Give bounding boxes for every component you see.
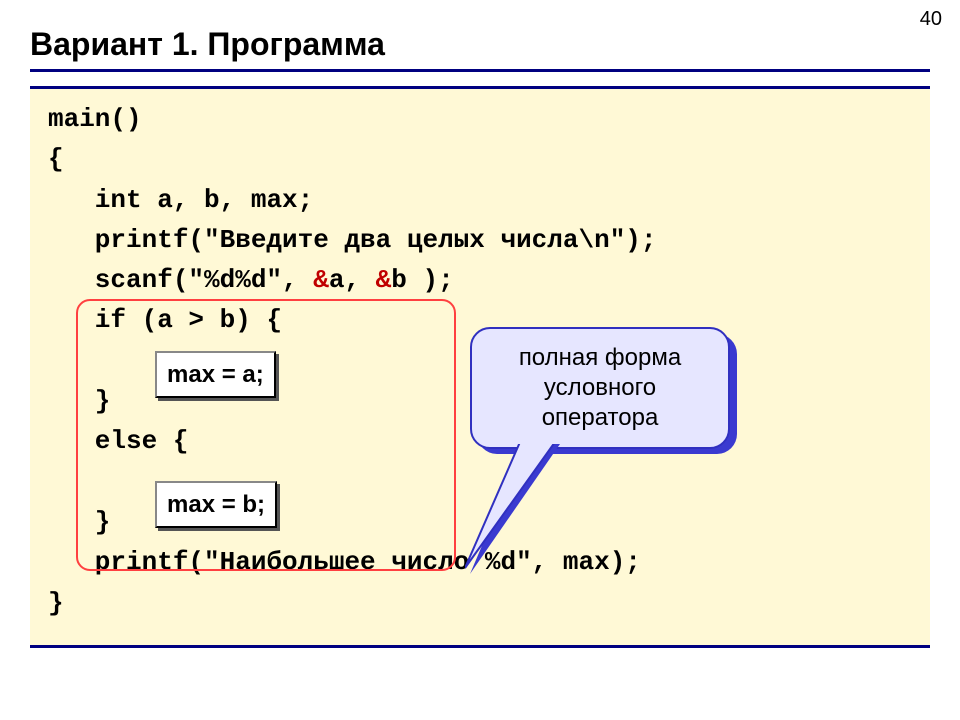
code-line-11: } xyxy=(48,583,912,623)
callout-container: полная форма условного оператора xyxy=(470,327,740,449)
kw-else: else xyxy=(48,426,157,456)
code-line-5b: b ); xyxy=(391,265,453,295)
code-panel-container: main() { int a, b, max; printf("Введите … xyxy=(30,86,930,648)
assign-max-b-box: max = b; xyxy=(155,481,277,528)
kw-if: if xyxy=(48,305,126,335)
page-number: 40 xyxy=(920,8,942,31)
code-line-5: scanf("%d%d", &a, &b ); xyxy=(48,260,912,300)
code-line-2: { xyxy=(48,139,912,179)
code-panel: main() { int a, b, max; printf("Введите … xyxy=(30,86,930,648)
code-line-5a: scanf("%d%d", xyxy=(48,265,313,295)
code-line-5-mid: a, xyxy=(329,265,376,295)
callout-bubble: полная форма условного оператора xyxy=(470,327,730,449)
amp-2: & xyxy=(376,265,392,295)
callout-line-2: условного xyxy=(482,373,718,403)
kw-int: int xyxy=(48,185,142,215)
code-line-3-rest: a, b, max; xyxy=(142,185,314,215)
amp-1: & xyxy=(313,265,329,295)
code-line-6-rest: (a > b) { xyxy=(126,305,282,335)
callout-line-3: оператора xyxy=(482,403,718,433)
assign-max-a-box: max = a; xyxy=(155,351,276,398)
code-line-3: int a, b, max; xyxy=(48,180,912,220)
code-line-4: printf("Введите два целых числа\n"); xyxy=(48,220,912,260)
slide-title: Вариант 1. Программа xyxy=(30,26,930,72)
code-line-8-rest: { xyxy=(157,426,188,456)
code-line-1: main() xyxy=(48,99,912,139)
callout-line-1: полная форма xyxy=(482,343,718,373)
slide: 40 Вариант 1. Программа main() { int a, … xyxy=(0,0,960,720)
